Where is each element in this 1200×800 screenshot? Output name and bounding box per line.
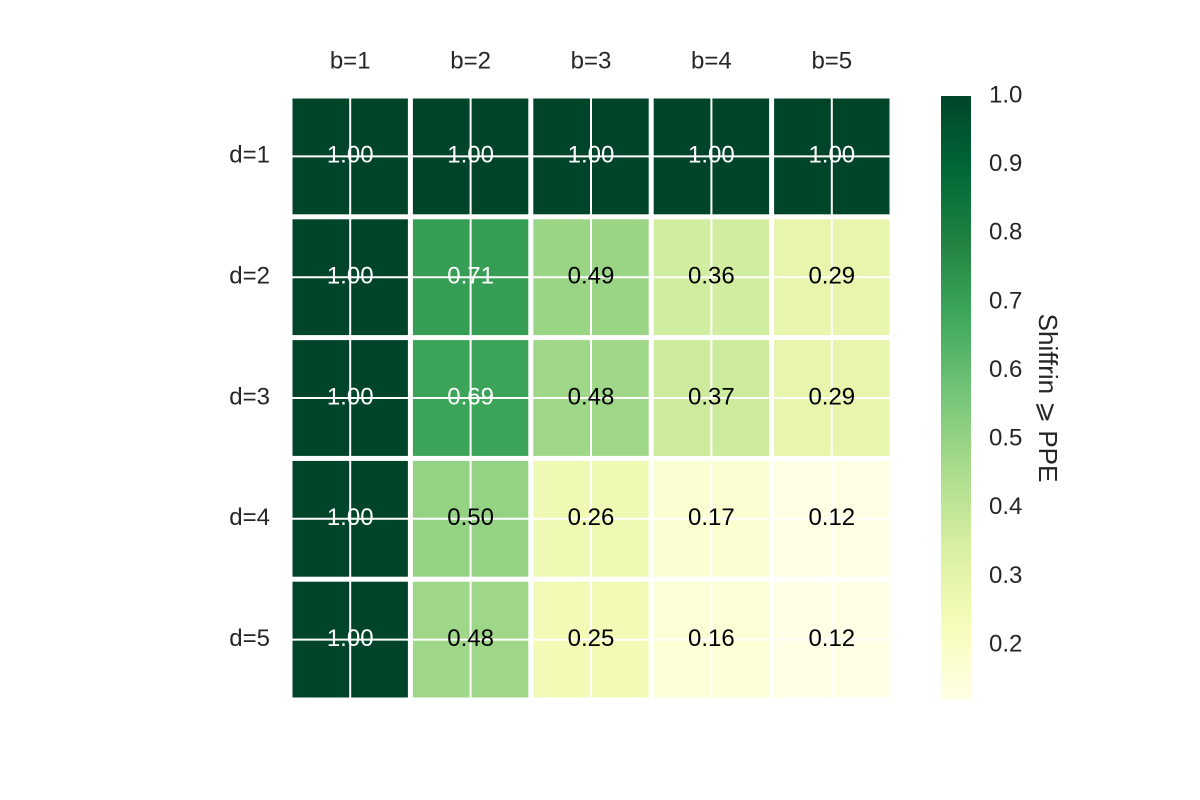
y-tick-label-3: d=3	[229, 383, 270, 410]
x-tick-label-1: b=1	[330, 47, 371, 74]
cell-label-r5-c3: 0.25	[568, 625, 615, 652]
cell-label-r5-c1: 1.00	[327, 625, 374, 652]
colorbar-tick-label-7: 0.4	[989, 493, 1022, 520]
colorbar-tick-labels: 1.0 0.9 0.8 0.7 0.6 0.5 0.4 0.3 0.2	[989, 81, 1022, 657]
colorbar-gradient	[941, 96, 971, 700]
cell-label-r1-c5: 1.00	[808, 142, 855, 169]
y-tick-label-4: d=4	[229, 504, 270, 531]
cell-label-r4-c1: 1.00	[327, 504, 374, 531]
cell-label-r2-c5: 0.29	[808, 263, 855, 290]
cell-label-r1-c3: 1.00	[568, 142, 615, 169]
cell-label-r3-c4: 0.37	[688, 383, 735, 410]
x-axis-tick-labels: b=1 b=2 b=3 b=4 b=5	[330, 47, 852, 74]
y-tick-label-2: d=2	[229, 263, 270, 290]
colorbar-tick-label-2: 0.9	[989, 150, 1022, 177]
cell-label-r2-c1: 1.00	[327, 263, 374, 290]
cell-label-r3-c3: 0.48	[568, 383, 615, 410]
cell-label-r2-c4: 0.36	[688, 263, 735, 290]
cell-label-r5-c5: 0.12	[808, 625, 855, 652]
cell-label-r5-c2: 0.48	[447, 625, 494, 652]
cell-label-r4-c4: 0.17	[688, 504, 735, 531]
x-tick-label-3: b=3	[571, 47, 612, 74]
colorbar: 1.0 0.9 0.8 0.7 0.6 0.5 0.4 0.3 0.2 Shiffrin ⩾ P…	[941, 81, 1063, 700]
cell-label-r4-c3: 0.26	[568, 504, 615, 531]
cell-label-r3-c2: 0.69	[447, 383, 494, 410]
colorbar-tick-label-6: 0.5	[989, 425, 1022, 452]
colorbar-tick-label-1: 1.0	[989, 81, 1022, 108]
colorbar-label: Shiffrin ⩾ PPE	[1033, 314, 1063, 483]
cell-label-r3-c5: 0.29	[808, 383, 855, 410]
cell-label-r1-c2: 1.00	[447, 142, 494, 169]
y-axis-tick-labels: d=1 d=2 d=3 d=4 d=5	[229, 142, 270, 652]
cell-label-r5-c4: 0.16	[688, 625, 735, 652]
x-tick-label-5: b=5	[811, 47, 852, 74]
cell-label-r2-c3: 0.49	[568, 263, 615, 290]
cell-labels: 1.00 1.00 1.00 1.00 1.00 1.00 0.71 0.49 0.36 0.29…	[327, 142, 855, 652]
y-tick-label-5: d=5	[229, 625, 270, 652]
cell-label-r4-c5: 0.12	[808, 504, 855, 531]
cell-label-r4-c2: 0.50	[447, 504, 494, 531]
cell-label-r1-c4: 1.00	[688, 142, 735, 169]
cell-label-r3-c1: 1.00	[327, 383, 374, 410]
colorbar-tick-label-4: 0.7	[989, 287, 1022, 314]
heatmap-grid	[290, 96, 892, 700]
cell-label-r1-c1: 1.00	[327, 142, 374, 169]
colorbar-tick-label-5: 0.6	[989, 356, 1022, 383]
colorbar-tick-label-9: 0.2	[989, 630, 1022, 657]
colorbar-tick-label-3: 0.8	[989, 219, 1022, 246]
x-tick-label-2: b=2	[450, 47, 491, 74]
cell-label-r2-c2: 0.71	[447, 263, 494, 290]
x-tick-label-4: b=4	[691, 47, 732, 74]
colorbar-tick-label-8: 0.3	[989, 562, 1022, 589]
y-tick-label-1: d=1	[229, 142, 270, 169]
